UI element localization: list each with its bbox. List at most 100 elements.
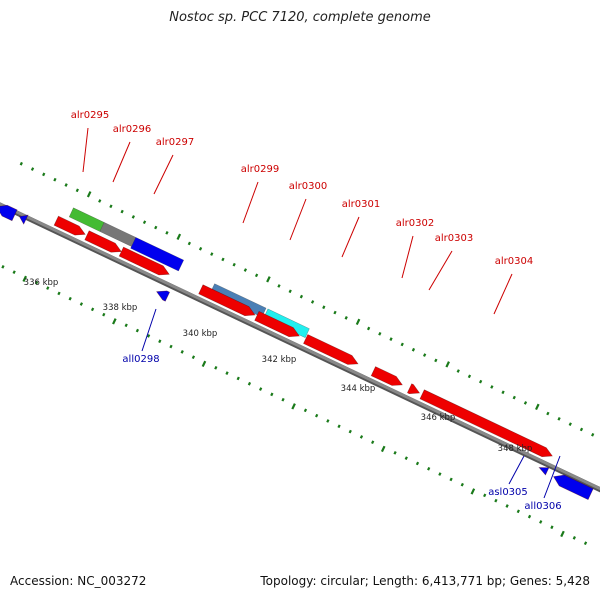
tick-mark — [142, 220, 147, 225]
tick-mark — [214, 365, 218, 370]
page-title: Nostoc sp. PCC 7120, complete genome — [169, 10, 431, 25]
gene-label-forward: alr0295 — [71, 110, 109, 121]
gene-arrow-reverse — [0, 204, 18, 222]
tick-mark — [512, 395, 516, 400]
gene-arrow-forward — [254, 311, 300, 338]
gene-leader-line — [341, 216, 360, 258]
tick-mark — [34, 280, 39, 285]
tick-mark — [490, 385, 494, 389]
tick-mark — [57, 291, 61, 296]
tick-mark — [254, 273, 259, 278]
tick-mark — [479, 379, 483, 384]
tick-mark — [337, 424, 341, 429]
tick-mark — [427, 466, 431, 471]
gene-leader-line — [543, 455, 561, 499]
gene-leader-line — [508, 455, 525, 485]
tick-mark — [258, 387, 263, 391]
tick-mark — [449, 477, 453, 482]
tick-mark — [527, 514, 532, 519]
gene-label-forward: alr0304 — [495, 256, 533, 267]
tick-mark — [467, 374, 472, 379]
tick-mark — [494, 498, 498, 503]
tick-mark — [344, 316, 348, 320]
tick-mark — [165, 231, 169, 235]
tick-mark — [187, 241, 191, 246]
tick-mark — [46, 286, 50, 290]
tick-mark — [516, 509, 520, 514]
gene-label-reverse: all0306 — [524, 501, 561, 512]
tick-mark — [333, 310, 337, 315]
tick-mark — [560, 530, 565, 538]
tick-mark — [400, 342, 404, 347]
tick-mark — [112, 318, 117, 325]
tick-mark — [315, 413, 319, 418]
tick-mark — [550, 525, 554, 530]
tick-mark — [393, 451, 397, 455]
gene-arrow-forward — [118, 246, 170, 276]
gene-label-forward: alr0302 — [396, 218, 434, 229]
gene-arrow-reverse — [156, 290, 170, 302]
gene-arrow-forward — [407, 383, 421, 395]
tick-mark — [146, 334, 151, 338]
tick-mark — [225, 371, 229, 375]
tick-mark — [124, 323, 128, 328]
tick-mark — [291, 403, 296, 410]
gene-label-forward: alr0299 — [241, 164, 279, 175]
tick-mark — [120, 209, 124, 214]
tick-mark — [501, 390, 505, 395]
tick-mark — [380, 445, 386, 453]
gene-leader-line — [153, 154, 174, 195]
gene-arrow-forward — [370, 366, 403, 386]
tick-mark — [22, 275, 27, 282]
tick-mark — [169, 344, 173, 349]
scale-label: 338 kbp — [103, 303, 138, 313]
tick-mark — [86, 191, 92, 198]
gene-arrow-forward — [53, 215, 86, 236]
tick-mark — [180, 350, 184, 354]
tick-mark — [281, 397, 285, 402]
tick-mark — [90, 307, 95, 312]
genome-summary-text: Topology: circular; Length: 6,413,771 bp… — [260, 574, 590, 588]
tick-mark — [75, 188, 79, 193]
tick-mark — [539, 520, 543, 524]
gene-arrow-forward — [303, 334, 359, 365]
scale-label: 346 kbp — [421, 413, 456, 423]
gene-leader-line — [289, 198, 307, 241]
tick-mark — [79, 302, 84, 306]
tick-mark — [198, 246, 203, 251]
tick-mark — [12, 270, 16, 274]
tick-mark — [348, 429, 352, 434]
tick-mark — [176, 233, 182, 240]
gene-leader-line — [242, 181, 259, 224]
tick-mark — [270, 392, 274, 397]
tick-mark — [102, 312, 106, 317]
tick-mark — [415, 461, 420, 466]
gene-arrow-reverse — [538, 467, 550, 476]
accession-text: Accession: NC_003272 — [10, 574, 147, 588]
tick-mark — [158, 339, 162, 344]
tick-mark — [42, 172, 46, 177]
tick-mark — [404, 456, 408, 460]
tick-mark — [411, 347, 416, 352]
gene-label-reverse: asl0305 — [488, 487, 528, 498]
gene-arrow-reverse — [553, 474, 594, 501]
tick-mark — [535, 403, 540, 411]
tick-mark — [355, 318, 361, 326]
tick-mark — [201, 360, 207, 368]
tick-mark — [64, 183, 68, 187]
tick-mark — [299, 294, 304, 299]
tick-mark — [389, 337, 393, 341]
tick-mark — [236, 376, 240, 381]
tick-mark — [288, 289, 292, 294]
tick-mark — [191, 355, 196, 360]
tick-mark — [470, 488, 476, 495]
gene-label-forward: alr0296 — [113, 124, 151, 135]
gene-leader-line — [82, 127, 89, 173]
tick-mark — [583, 541, 588, 546]
tick-mark — [438, 472, 442, 476]
tick-mark — [19, 161, 23, 166]
tick-mark — [568, 422, 572, 426]
tick-mark — [434, 358, 438, 363]
tick-mark — [98, 199, 102, 203]
